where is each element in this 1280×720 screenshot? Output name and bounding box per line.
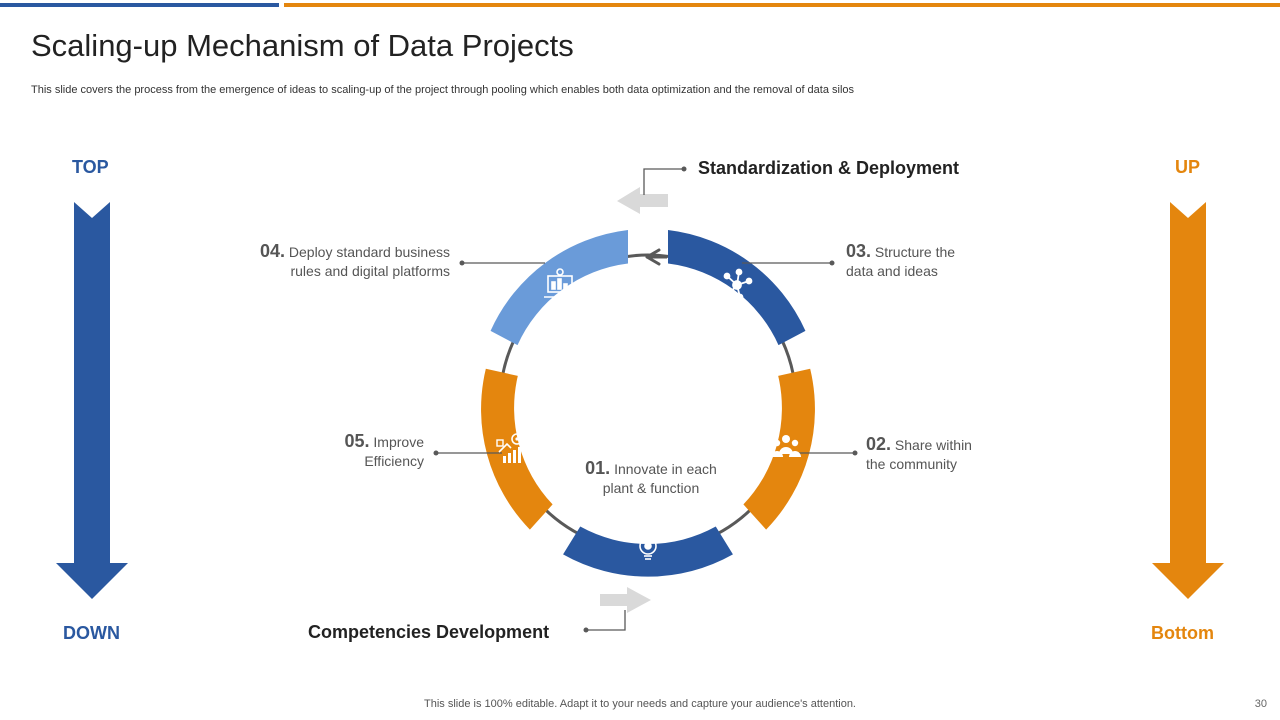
left-arrow-bottom-label: DOWN: [63, 623, 120, 643]
step-04-text: 04. Deploy standard business rules and d…: [230, 242, 450, 281]
step-02-line2: the community: [866, 456, 958, 472]
step-04-line1: Deploy standard business: [288, 244, 450, 260]
page-number: 30: [1254, 698, 1267, 710]
right-arrow-bottom-label: Bottom: [1151, 623, 1214, 643]
step-01-line2: plant & function: [602, 480, 700, 496]
step-01-number: 01.: [585, 458, 611, 478]
laptop-dashboard-icon: [544, 268, 576, 298]
left-arrow-top-label: TOP: [72, 157, 109, 177]
step-05-number: 05.: [344, 431, 370, 451]
step-03-line1: Structure the: [874, 244, 956, 260]
top-accent-bar-blue: [0, 3, 279, 7]
step-01-text: 01. Innovate in each plant & function: [566, 459, 736, 498]
connectors: [436, 168, 855, 631]
slide-title: Scaling-up Mechanism of Data Projects: [31, 28, 574, 63]
people-group-icon: [771, 435, 801, 457]
segment-01: [563, 526, 733, 577]
step-04-line2: rules and digital platforms: [290, 263, 450, 279]
step-02-text: 02. Share within the community: [866, 435, 1016, 474]
top-accent-bar-orange: [284, 3, 1280, 7]
segment-02: [743, 368, 815, 530]
step-05-line2: Efficiency: [364, 453, 424, 469]
step-05-text: 05. Improve Efficiency: [284, 431, 425, 471]
lightbulb-gear-icon: [636, 533, 660, 560]
left-down-arrow: [56, 202, 128, 599]
step-05-line1: Improve: [373, 434, 424, 450]
right-down-arrow: [1152, 202, 1224, 599]
step-02-line1: Share within: [894, 437, 972, 453]
step-04-number: 04.: [259, 241, 285, 261]
step-03-number: 03.: [846, 241, 872, 261]
bottom-gray-arrow: [600, 587, 651, 613]
slide-subtitle: This slide covers the process from the e…: [31, 84, 855, 96]
connector-dots: [433, 166, 858, 633]
step-03-text: 03. Structure the data and ideas: [846, 242, 996, 281]
step-02-number: 02.: [866, 434, 892, 454]
right-arrow-top-label: UP: [1175, 157, 1201, 177]
segment-05: [481, 368, 553, 530]
step-01-line1: Innovate in each: [614, 461, 717, 477]
top-gray-arrow: [617, 187, 668, 214]
step-03-line2: data and ideas: [846, 263, 938, 279]
growth-chart-icon: [496, 433, 523, 463]
slide-footer: This slide is 100% editable. Adapt it to…: [424, 698, 856, 710]
network-nodes-icon: [723, 268, 753, 301]
heading-competencies: Competencies Development: [308, 622, 550, 642]
heading-standardization: Standardization & Deployment: [698, 158, 960, 178]
